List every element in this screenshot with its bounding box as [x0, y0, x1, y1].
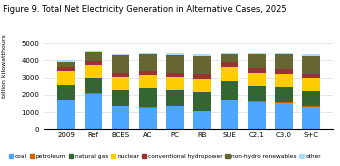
Bar	[221, 100, 238, 129]
Bar	[57, 60, 75, 62]
Bar	[193, 111, 211, 129]
Bar	[275, 69, 293, 74]
Bar	[275, 102, 293, 103]
Bar	[139, 108, 157, 129]
Bar	[57, 71, 75, 85]
Bar	[85, 93, 102, 94]
Bar	[248, 53, 266, 54]
Bar	[166, 106, 184, 129]
Bar	[248, 102, 266, 129]
Bar	[221, 62, 238, 67]
Bar	[302, 107, 320, 129]
Bar	[139, 107, 157, 108]
Text: Figure 9. Total Net Electricity Generation in Alternative Cases, 2025: Figure 9. Total Net Electricity Generati…	[3, 5, 287, 14]
Bar	[85, 61, 102, 65]
Bar	[193, 55, 211, 75]
Bar	[275, 103, 293, 129]
Bar	[112, 53, 130, 55]
Bar	[166, 77, 184, 90]
Bar	[85, 94, 102, 129]
Bar	[302, 78, 320, 91]
Bar	[139, 53, 157, 54]
Bar	[166, 53, 184, 55]
Bar	[85, 52, 102, 61]
Bar	[112, 90, 130, 106]
Bar	[302, 53, 320, 55]
Bar	[139, 71, 157, 75]
Bar	[302, 91, 320, 106]
Bar	[248, 68, 266, 73]
Bar	[166, 73, 184, 77]
Bar	[85, 65, 102, 78]
Bar	[275, 74, 293, 87]
Bar	[193, 79, 211, 92]
Bar	[248, 73, 266, 86]
Legend: coal, petroleum, natural gas, nuclear, conventional hydropower, non-hydro renewa: coal, petroleum, natural gas, nuclear, c…	[6, 152, 324, 161]
Bar	[248, 101, 266, 102]
Bar	[57, 67, 75, 71]
Bar	[302, 106, 320, 107]
Bar	[221, 54, 238, 62]
Bar	[139, 88, 157, 107]
Bar	[221, 81, 238, 100]
Bar	[57, 85, 75, 100]
Bar	[139, 75, 157, 88]
Bar	[112, 73, 130, 77]
Bar	[248, 54, 266, 68]
Bar	[193, 54, 211, 55]
Bar	[112, 106, 130, 129]
Bar	[57, 100, 75, 129]
Bar	[139, 54, 157, 71]
Bar	[275, 54, 293, 69]
Bar	[275, 87, 293, 102]
Bar	[193, 75, 211, 79]
Bar	[193, 92, 211, 111]
Bar	[248, 86, 266, 101]
Bar	[166, 55, 184, 73]
Bar	[166, 90, 184, 106]
Bar	[57, 62, 75, 67]
Bar	[221, 67, 238, 81]
Bar	[112, 55, 130, 73]
Text: billion kilowatthours: billion kilowatthours	[2, 35, 7, 98]
Bar	[302, 74, 320, 78]
Bar	[85, 78, 102, 93]
Bar	[221, 53, 238, 54]
Bar	[275, 53, 293, 54]
Bar	[302, 55, 320, 74]
Bar	[112, 77, 130, 90]
Bar	[85, 51, 102, 52]
